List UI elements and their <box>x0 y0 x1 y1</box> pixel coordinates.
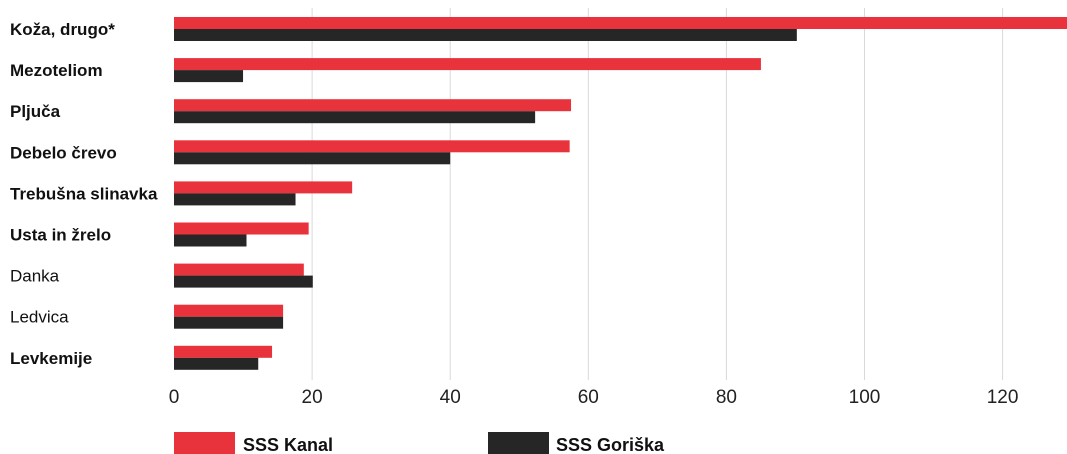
category-label-8: Levkemije <box>10 349 92 368</box>
x-tick-label-40: 40 <box>440 387 461 408</box>
bar-kanal-6 <box>174 263 304 276</box>
bar-kanal-1 <box>174 58 761 71</box>
category-label-0: Koža, drugo* <box>10 20 115 39</box>
bar-kanal-8 <box>174 345 273 358</box>
bar-kanal-3 <box>174 140 570 153</box>
bar-goriska-6 <box>174 275 313 288</box>
bar-goriska-5 <box>174 234 247 247</box>
bar-goriska-4 <box>174 193 296 206</box>
bar-goriska-8 <box>174 357 259 370</box>
x-tick-label-120: 120 <box>987 387 1019 408</box>
bar-goriska-0 <box>174 29 797 41</box>
bar-goriska-3 <box>174 152 451 165</box>
bar-goriska-2 <box>174 111 536 124</box>
legend-label-kanal: SSS Kanal <box>243 435 333 454</box>
category-label-1: Mezoteliom <box>10 61 103 80</box>
bar-kanal-2 <box>174 99 572 112</box>
x-tick-label-60: 60 <box>578 387 599 408</box>
bar-kanal-7 <box>174 304 284 317</box>
category-label-4: Trebušna slinavka <box>10 184 158 203</box>
x-tick-label-0: 0 <box>169 387 180 408</box>
category-label-3: Debelo črevo <box>10 143 117 162</box>
bar-kanal-5 <box>174 222 309 235</box>
bars <box>174 17 1067 370</box>
legend-label-goriska: SSS Goriška <box>556 435 665 454</box>
legend-swatch-kanal <box>174 432 235 454</box>
category-label-6: Danka <box>10 267 60 286</box>
x-tick-label-100: 100 <box>849 387 881 408</box>
category-label-7: Ledvica <box>10 308 69 327</box>
category-label-5: Usta in žrelo <box>10 226 111 245</box>
legend: SSS Kanal SSS Goriška <box>174 432 665 454</box>
category-labels: Koža, drugo* Mezoteliom Pljuča Debelo črevo… <box>10 20 158 368</box>
x-tick-label-80: 80 <box>716 387 737 408</box>
bar-goriska-7 <box>174 316 284 329</box>
category-label-2: Pljuča <box>10 102 61 121</box>
x-axis-ticks: 0 20 40 60 80 100 120 <box>169 387 1019 408</box>
x-tick-label-20: 20 <box>302 387 323 408</box>
legend-swatch-goriska <box>488 432 549 454</box>
bar-kanal-0 <box>174 17 1067 29</box>
bar-kanal-4 <box>174 181 353 194</box>
bar-goriska-1 <box>174 70 244 83</box>
